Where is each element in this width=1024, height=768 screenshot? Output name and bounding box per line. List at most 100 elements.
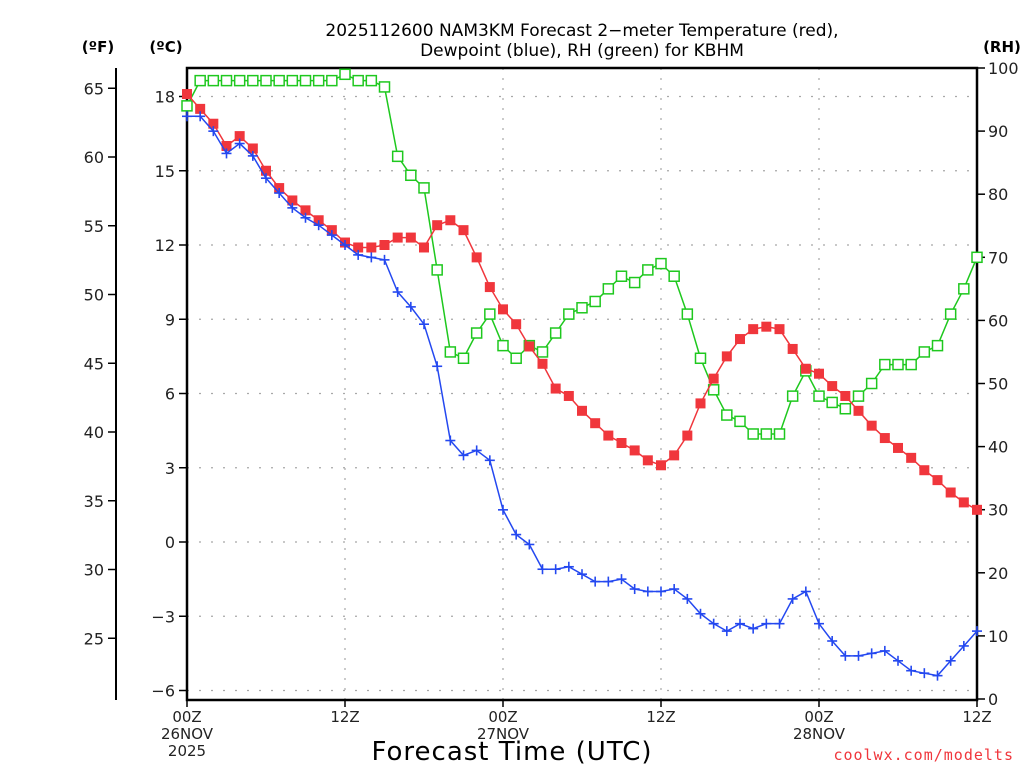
rh-marker: [694, 352, 707, 365]
credit-link[interactable]: coolwx.com/modelts: [833, 746, 1014, 764]
temperature-marker: [879, 433, 890, 444]
rh-tick-label: 80: [988, 185, 1008, 204]
dewpoint-marker: [853, 650, 864, 661]
fahrenheit-ticks: 65 60 55 50 45 40 35 30 25: [84, 79, 116, 648]
rh-tick-label: 60: [988, 311, 1008, 330]
rh-marker: [773, 428, 786, 440]
dewpoint-marker: [182, 111, 192, 122]
rh-marker: [352, 74, 364, 87]
temperature-marker: [893, 442, 903, 453]
temperature-marker: [642, 455, 653, 466]
rh-marker: [405, 169, 417, 182]
celsius-axis-label: (ºC): [149, 38, 182, 56]
dewpoint-marker: [972, 626, 982, 637]
temperature-marker: [208, 118, 219, 129]
rh-tick-label: 10: [988, 627, 1008, 646]
dewpoint-marker: [208, 126, 219, 137]
x-tick-label: 26NOV: [161, 725, 214, 743]
rh-tick-label: 70: [988, 248, 1008, 267]
rh-tick-label: 90: [988, 122, 1008, 141]
grid-lines: [187, 68, 977, 700]
dewpoint-marker: [524, 539, 535, 550]
rh-marker: [299, 74, 312, 87]
dewpoint-marker: [405, 301, 416, 312]
rh-marker: [786, 390, 799, 402]
celsius-tick-label: 0: [165, 533, 175, 552]
rh-marker: [365, 74, 378, 87]
temperature-marker: [445, 215, 456, 226]
rh-marker: [312, 74, 325, 87]
dewpoint-marker: [642, 586, 653, 597]
rh-marker: [391, 150, 404, 163]
temperature-marker: [550, 383, 561, 394]
temperature-marker: [234, 131, 245, 142]
temperature-marker: [866, 420, 877, 431]
dewpoint-marker: [721, 626, 732, 637]
rh-marker: [207, 74, 220, 87]
dewpoint-marker: [313, 220, 324, 231]
rh-marker: [418, 182, 430, 194]
temperature-marker: [616, 438, 627, 448]
temperature-marker: [182, 89, 192, 100]
dewpoint-marker: [656, 586, 666, 597]
celsius-tick-label: 18: [155, 88, 175, 107]
rh-marker: [431, 264, 443, 276]
rh-marker: [260, 74, 272, 87]
temperature-marker: [261, 165, 271, 176]
temperature-marker: [814, 368, 824, 379]
dewpoint-marker: [827, 636, 838, 646]
temperature-marker: [300, 205, 311, 216]
dewpoint-marker: [419, 319, 429, 330]
fahrenheit-tick-label: 45: [84, 354, 104, 373]
rh-marker: [510, 352, 522, 365]
rh-marker: [181, 100, 193, 112]
temperature-marker: [537, 358, 548, 369]
dewpoint-marker: [550, 564, 561, 575]
celsius-tick-label: 12: [155, 236, 175, 255]
axes: [115, 66, 979, 702]
temperature-marker: [392, 232, 403, 243]
dewpoint-marker: [669, 584, 680, 595]
rh-marker: [326, 74, 338, 87]
data-series: [181, 68, 983, 681]
temperature-marker: [432, 220, 443, 231]
fahrenheit-tick-label: 60: [84, 148, 104, 167]
dewpoint-marker: [814, 618, 824, 629]
x-tick-label: 27NOV: [477, 725, 530, 743]
rh-marker: [839, 402, 852, 415]
x-axis-label: Forecast Time (UTC): [371, 737, 652, 767]
dewpoint-marker: [735, 618, 745, 629]
dewpoint-marker: [866, 648, 877, 659]
fahrenheit-axis-label: (ºF): [82, 38, 114, 56]
rh-marker: [563, 308, 575, 320]
rh-marker: [497, 339, 509, 352]
rh-marker: [484, 308, 496, 320]
rh-tick-label: 100: [988, 59, 1019, 78]
dewpoint-marker: [748, 623, 759, 634]
dewpoint-marker: [537, 564, 548, 575]
rh-marker: [668, 270, 680, 282]
dewpoint-marker: [340, 240, 350, 250]
x-tick-label: 28NOV: [793, 725, 846, 743]
rh-marker: [247, 74, 259, 87]
fahrenheit-tick-label: 30: [84, 561, 104, 580]
celsius-ticks: 18 15 12 9 6 3 0 −3 −6: [151, 88, 187, 701]
dewpoint-marker: [840, 650, 851, 661]
temperature-marker: [563, 390, 574, 401]
celsius-tick-label: −6: [151, 682, 175, 701]
temperature-marker: [577, 405, 587, 416]
dewpoint-marker: [287, 202, 298, 213]
dewpoint-marker: [563, 561, 574, 572]
dewpoint-marker: [616, 574, 627, 585]
rh-axis-label: (RH): [983, 38, 1021, 56]
temperature-marker: [287, 195, 298, 206]
dewpoint-marker: [471, 445, 482, 456]
temperature-marker: [840, 390, 851, 401]
x-tick-label: 00Z: [172, 708, 201, 726]
rh-marker: [536, 346, 549, 358]
x-tick-label: 00Z: [804, 708, 833, 726]
series-rh: [181, 68, 983, 440]
plot-frame: [185, 66, 979, 702]
